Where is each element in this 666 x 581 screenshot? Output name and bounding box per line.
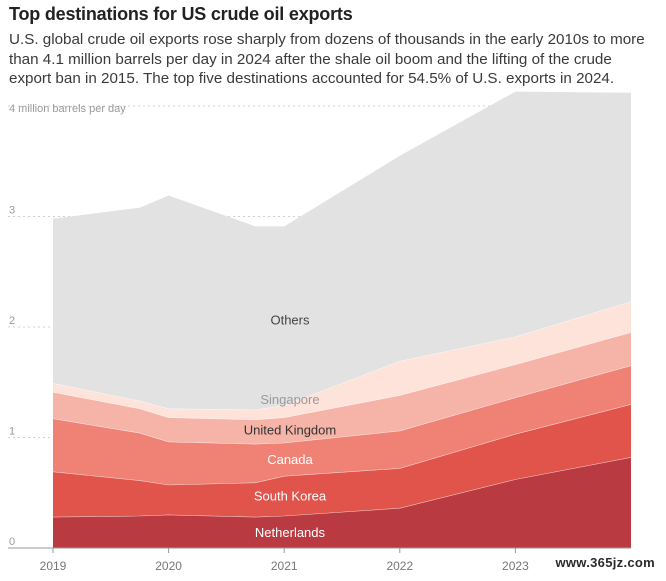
series-labels: Netherlands South Korea Canada United Kingd…: [244, 312, 337, 540]
area-canada: [53, 365, 631, 485]
series-label-united-kingdom: United Kingdom: [244, 422, 337, 437]
y-tick-label-1: 1: [9, 426, 15, 438]
y-tick-label-0: 0: [9, 536, 15, 548]
x-tick-label-2023: 2023: [502, 559, 529, 573]
x-tick-label-2021: 2021: [271, 559, 298, 573]
x-tick-label-2019: 2019: [40, 559, 67, 573]
x-tick-label-2022: 2022: [386, 559, 413, 573]
area-south-korea: [53, 404, 631, 518]
area-series: [52, 91, 632, 548]
series-label-singapore: Singapore: [260, 392, 319, 407]
area-others: [53, 91, 631, 410]
series-label-netherlands: Netherlands: [255, 525, 326, 540]
watermark: www.365jz.com: [552, 554, 658, 571]
y-tick-label-3: 3: [9, 205, 15, 217]
series-label-canada: Canada: [267, 452, 313, 467]
boundary-netherlands: [52, 457, 632, 518]
area-netherlands: [53, 457, 631, 548]
x-tick-label-2020: 2020: [155, 559, 182, 573]
y-axis-label: 4 million barrels per day: [9, 103, 126, 115]
series-label-south-korea: South Korea: [254, 489, 327, 504]
series-label-others: Others: [270, 312, 310, 327]
area-united-kingdom: [53, 332, 631, 445]
area-singapore: [53, 301, 631, 420]
chart-title: Top destinations for US crude oil export…: [9, 4, 353, 24]
boundary-south-korea: [52, 404, 632, 486]
axes: 0 1 2 3 4 million barrels per day 2019 2020 202…: [8, 103, 631, 573]
y-tick-label-2: 2: [9, 315, 15, 327]
boundary-united-kingdom: [52, 332, 632, 421]
chart-subtitle: U.S. global crude oil exports rose sharp…: [9, 31, 645, 87]
boundary-singapore: [52, 301, 632, 411]
boundary-canada: [52, 365, 632, 445]
